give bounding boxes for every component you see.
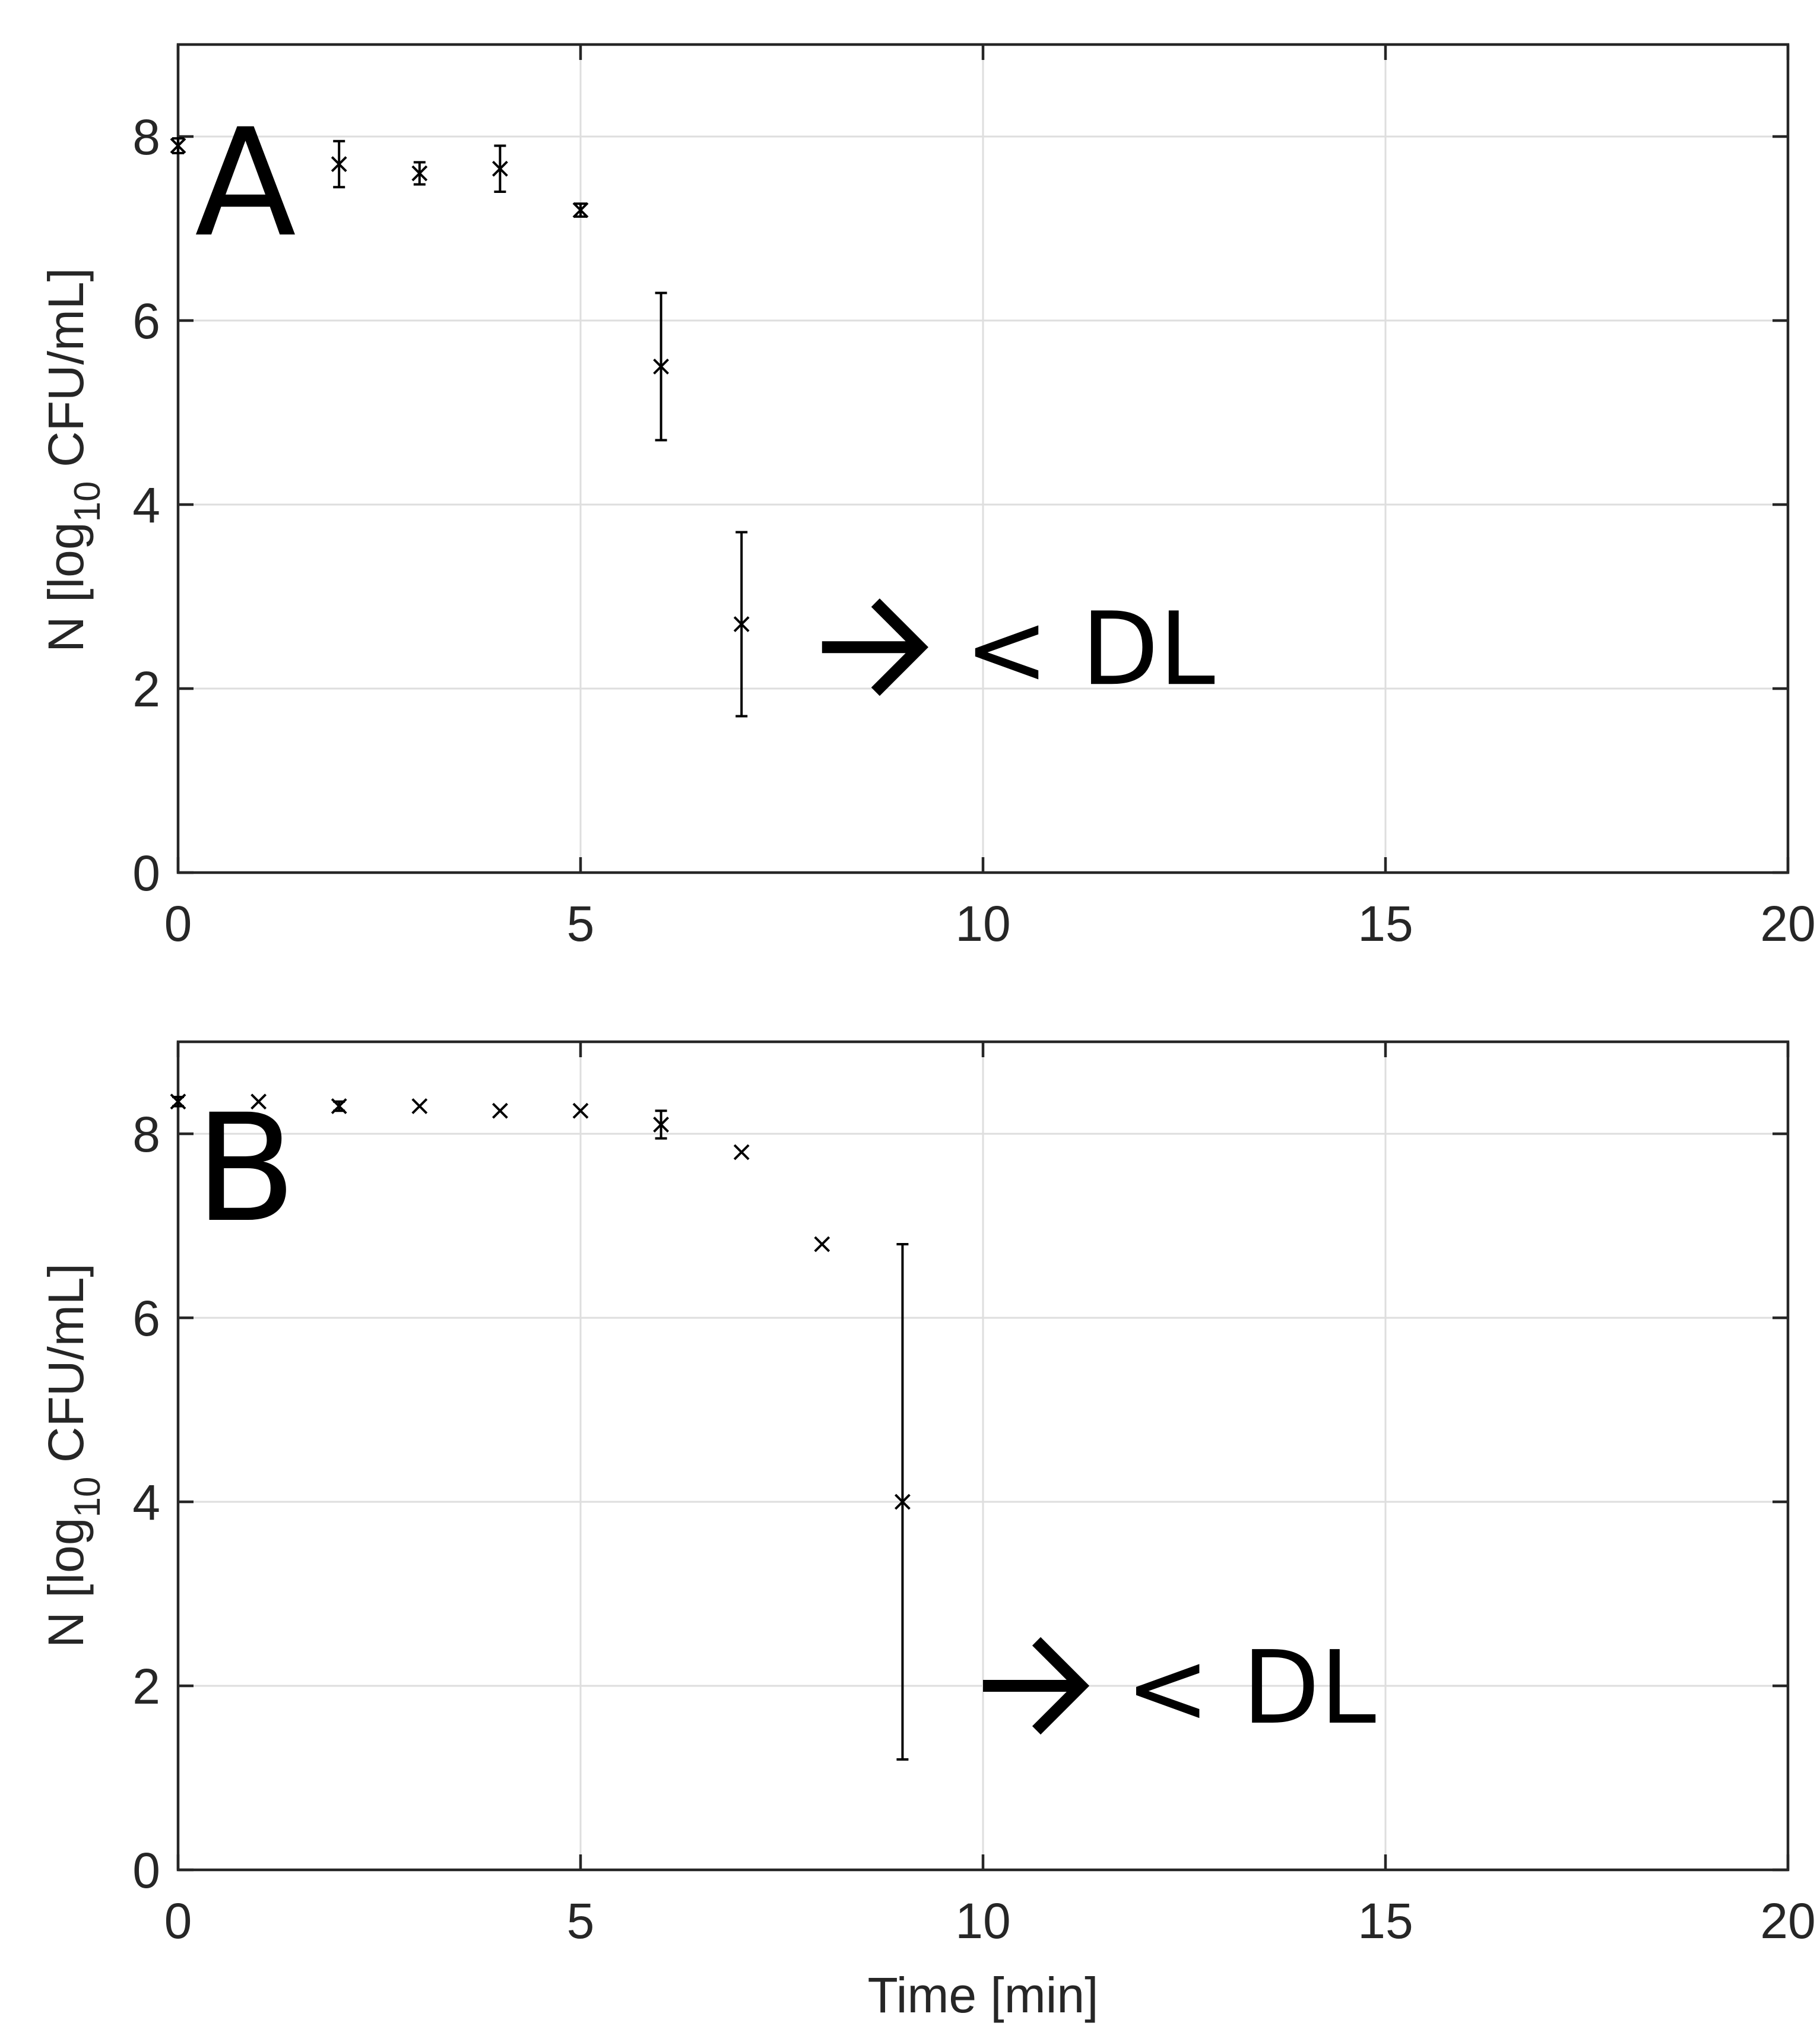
data-point xyxy=(814,1236,830,1253)
y-axis-label-subscript: 10 xyxy=(67,481,108,522)
data-marker-x xyxy=(170,138,186,154)
dl-annotation-text: < DL xyxy=(1125,1629,1376,1747)
data-marker-x xyxy=(653,1117,670,1133)
x-tick-label: 10 xyxy=(955,1893,1010,1949)
data-point xyxy=(170,137,186,154)
data-point xyxy=(653,291,670,442)
data-point xyxy=(411,161,428,186)
x-tick-label: 15 xyxy=(1358,896,1413,952)
x-tick-label: 0 xyxy=(164,896,192,952)
data-marker-x xyxy=(492,1102,508,1119)
y-tick-label: 4 xyxy=(132,477,160,533)
data-marker-x xyxy=(733,1144,750,1160)
y-tick-label: 4 xyxy=(132,1475,160,1530)
y-axis-label: N [log10 CFU/mL] xyxy=(38,268,108,652)
y-tick-label: 0 xyxy=(132,845,160,901)
data-marker-x xyxy=(894,1494,911,1510)
data-point xyxy=(170,1093,186,1110)
y-tick-label: 8 xyxy=(132,109,160,165)
x-axis-label: Time [min] xyxy=(868,1967,1099,2023)
panel-label: B xyxy=(195,1082,297,1255)
data-marker-x xyxy=(814,1236,830,1253)
data-point xyxy=(331,139,347,189)
y-tick-label: 2 xyxy=(132,661,160,717)
data-marker-x xyxy=(653,359,670,375)
right-arrow-icon xyxy=(983,1637,1090,1735)
data-point xyxy=(653,1109,670,1140)
data-marker-x xyxy=(251,1093,267,1110)
data-point xyxy=(733,1144,750,1160)
y-axis-label-suffix: CFU/mL] xyxy=(38,1263,94,1476)
data-marker-x xyxy=(492,160,508,177)
data-marker-x xyxy=(331,1098,347,1114)
data-point xyxy=(572,202,589,218)
data-marker-x xyxy=(331,156,347,172)
panel-label: A xyxy=(195,97,296,269)
y-tick-label: 2 xyxy=(132,1659,160,1714)
x-tick-label: 5 xyxy=(567,896,595,952)
y-axis-label-subscript: 10 xyxy=(67,1476,108,1517)
x-tick-label: 10 xyxy=(955,896,1010,952)
x-tick-label: 20 xyxy=(1760,896,1815,952)
data-point xyxy=(251,1093,267,1110)
y-tick-label: 0 xyxy=(132,1843,160,1898)
y-tick-label: 6 xyxy=(132,293,160,349)
y-axis-label: N [log10 CFU/mL] xyxy=(38,1263,108,1648)
data-point xyxy=(411,1098,428,1114)
x-tick-label: 5 xyxy=(567,1893,595,1949)
data-point xyxy=(492,1102,508,1119)
data-marker-x xyxy=(572,202,589,218)
y-axis-label-prefix: N [log xyxy=(38,1517,94,1647)
x-tick-label: 20 xyxy=(1760,1893,1815,1949)
dl-annotation: < DL xyxy=(983,1629,1376,1747)
data-point xyxy=(331,1098,347,1114)
right-arrow-icon xyxy=(822,598,928,696)
data-marker-x xyxy=(411,1098,428,1114)
dl-annotation: < DL xyxy=(822,591,1215,708)
data-point xyxy=(572,1102,589,1119)
data-point xyxy=(492,144,508,193)
x-tick-label: 15 xyxy=(1358,1893,1413,1949)
y-axis-label-suffix: CFU/mL] xyxy=(38,268,94,481)
data-point xyxy=(894,1243,911,1761)
x-tick-label: 0 xyxy=(164,1893,192,1949)
data-marker-x xyxy=(572,1102,589,1119)
y-axis-label-prefix: N [log xyxy=(38,522,94,652)
data-marker-x xyxy=(411,165,428,182)
y-tick-label: 6 xyxy=(132,1290,160,1346)
data-point xyxy=(733,531,750,718)
data-marker-x xyxy=(170,1093,186,1110)
dl-annotation-text: < DL xyxy=(965,591,1215,708)
y-tick-label: 8 xyxy=(132,1106,160,1162)
data-marker-x xyxy=(733,616,750,632)
